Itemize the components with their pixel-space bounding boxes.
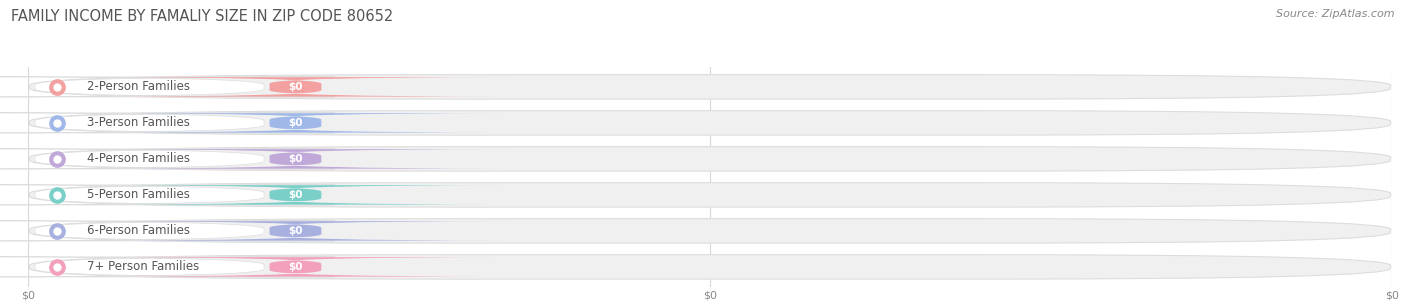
FancyBboxPatch shape (76, 77, 515, 97)
FancyBboxPatch shape (0, 257, 335, 277)
FancyBboxPatch shape (30, 147, 1391, 171)
Text: Source: ZipAtlas.com: Source: ZipAtlas.com (1277, 9, 1395, 19)
Text: 5-Person Families: 5-Person Families (87, 188, 190, 201)
FancyBboxPatch shape (0, 149, 335, 169)
FancyBboxPatch shape (30, 111, 1391, 135)
FancyBboxPatch shape (30, 75, 1391, 99)
Text: 6-Person Families: 6-Person Families (87, 224, 190, 237)
Text: $0: $0 (288, 190, 302, 200)
Text: $0: $0 (288, 262, 302, 272)
FancyBboxPatch shape (30, 219, 1391, 243)
Text: 2-Person Families: 2-Person Families (87, 81, 190, 93)
Text: $0: $0 (288, 226, 302, 236)
FancyBboxPatch shape (76, 113, 515, 133)
Text: $0: $0 (288, 82, 302, 92)
FancyBboxPatch shape (0, 77, 335, 97)
FancyBboxPatch shape (0, 221, 335, 241)
FancyBboxPatch shape (76, 185, 515, 205)
Text: 3-Person Families: 3-Person Families (87, 117, 190, 129)
Text: $0: $0 (288, 118, 302, 128)
FancyBboxPatch shape (76, 149, 515, 169)
FancyBboxPatch shape (30, 183, 1391, 207)
FancyBboxPatch shape (76, 257, 515, 277)
Text: $0: $0 (288, 154, 302, 164)
FancyBboxPatch shape (0, 113, 335, 133)
FancyBboxPatch shape (30, 255, 1391, 279)
FancyBboxPatch shape (0, 185, 335, 205)
FancyBboxPatch shape (76, 221, 515, 241)
Text: 7+ Person Families: 7+ Person Families (87, 260, 200, 273)
Text: 4-Person Families: 4-Person Families (87, 152, 190, 165)
Text: FAMILY INCOME BY FAMALIY SIZE IN ZIP CODE 80652: FAMILY INCOME BY FAMALIY SIZE IN ZIP COD… (11, 9, 394, 24)
